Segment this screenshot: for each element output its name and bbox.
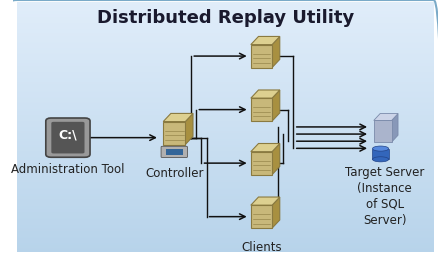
Polygon shape [251, 143, 280, 152]
FancyBboxPatch shape [374, 121, 392, 142]
FancyBboxPatch shape [161, 146, 187, 158]
FancyBboxPatch shape [166, 149, 183, 155]
FancyBboxPatch shape [163, 122, 185, 144]
FancyBboxPatch shape [372, 149, 389, 159]
Polygon shape [251, 90, 280, 98]
Polygon shape [392, 114, 398, 142]
Text: Administration Tool: Administration Tool [11, 163, 125, 176]
Ellipse shape [372, 157, 389, 162]
FancyBboxPatch shape [251, 205, 272, 228]
Polygon shape [163, 113, 193, 122]
Polygon shape [185, 113, 193, 144]
Polygon shape [272, 36, 280, 68]
Polygon shape [272, 197, 280, 228]
Text: C:\: C:\ [59, 128, 77, 142]
Ellipse shape [372, 146, 389, 151]
Text: Target Server
(Instance
of SQL
Server): Target Server (Instance of SQL Server) [345, 166, 424, 227]
Polygon shape [374, 114, 398, 121]
FancyBboxPatch shape [251, 45, 272, 68]
FancyBboxPatch shape [51, 122, 85, 153]
Text: Controller: Controller [145, 167, 204, 180]
Polygon shape [272, 90, 280, 121]
FancyBboxPatch shape [46, 118, 90, 157]
Polygon shape [272, 143, 280, 175]
Text: Distributed Replay Utility: Distributed Replay Utility [97, 9, 354, 27]
FancyBboxPatch shape [251, 98, 272, 121]
FancyBboxPatch shape [251, 152, 272, 175]
Polygon shape [251, 36, 280, 45]
Polygon shape [251, 197, 280, 205]
Text: Clients: Clients [241, 241, 282, 254]
